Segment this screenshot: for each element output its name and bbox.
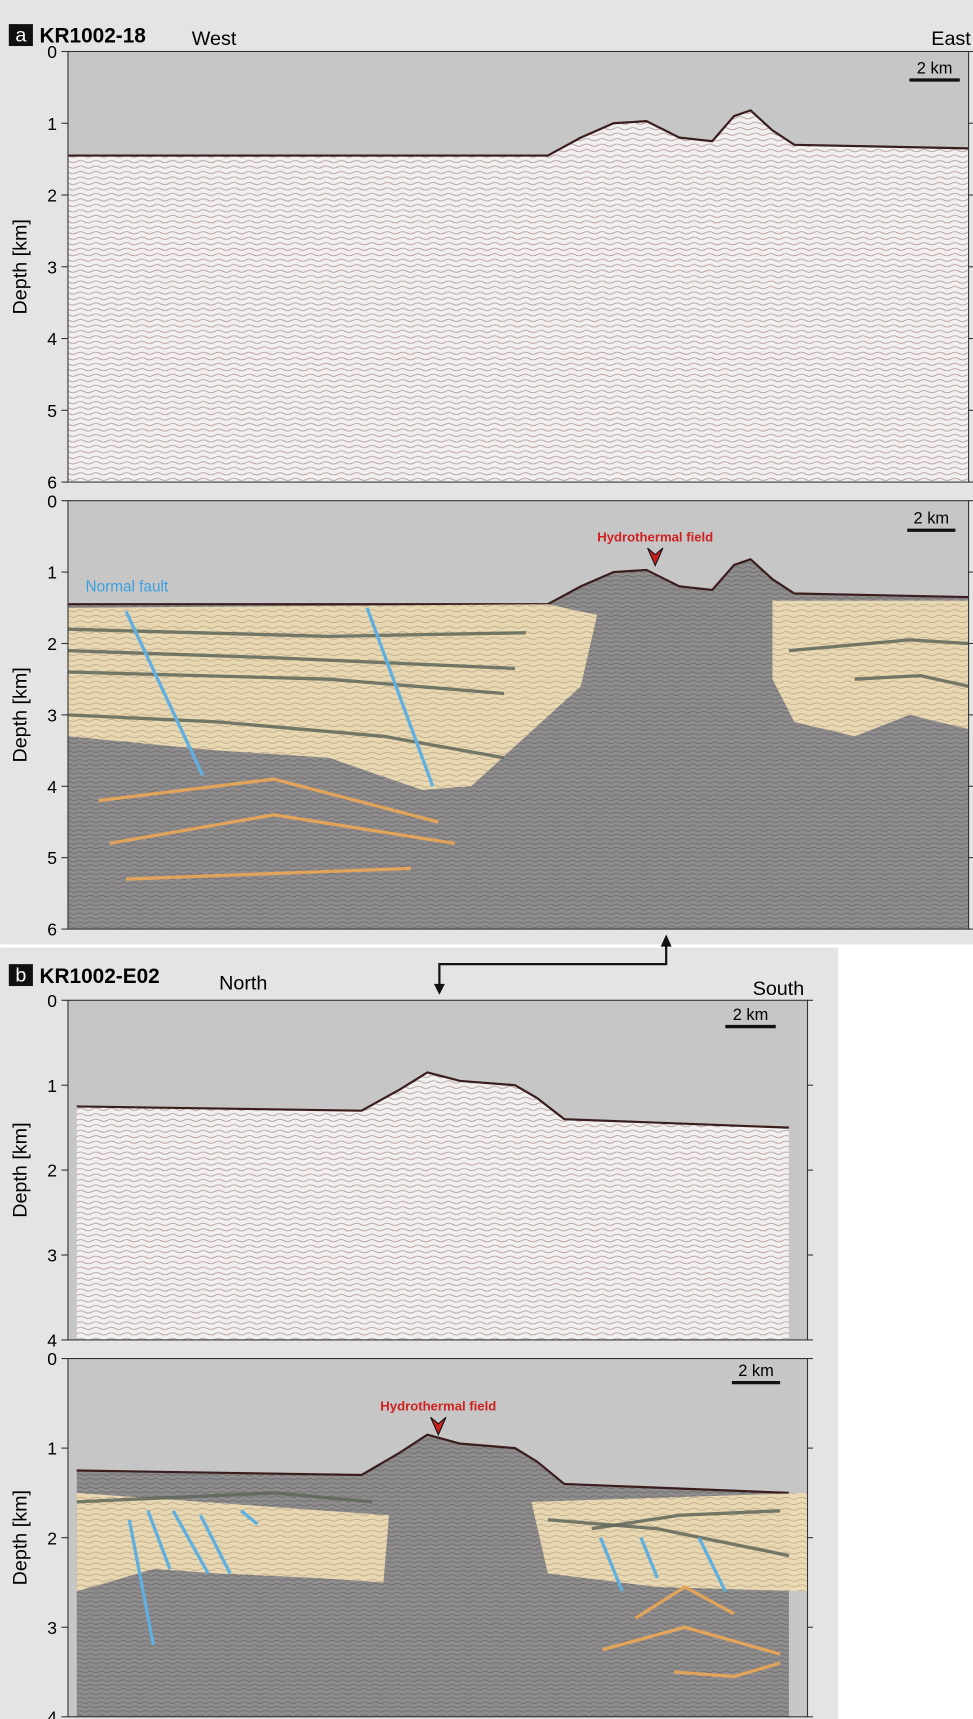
y-tick-label: 3 xyxy=(47,257,57,277)
scale-bar-label: 2 km xyxy=(914,510,950,528)
line-name: KR1002-E02 xyxy=(39,965,159,988)
direction-right: South xyxy=(753,978,805,1000)
hydrothermal-label: Hydrothermal field xyxy=(597,529,713,544)
y-tick-label: 0 xyxy=(47,991,57,1011)
page: {"panel_a": {"letter": "a", "line_name":… xyxy=(0,0,973,1719)
y-tick-label: 4 xyxy=(47,777,57,797)
direction-left: North xyxy=(219,972,267,994)
y-tick-label: 1 xyxy=(47,114,57,134)
y-tick-label: 4 xyxy=(47,329,57,349)
y-tick-label: 6 xyxy=(47,920,57,940)
y-tick-label: 4 xyxy=(47,1707,57,1719)
direction-right: East xyxy=(931,28,971,50)
y-tick-label: 0 xyxy=(47,1349,57,1369)
scale-bar-label: 2 km xyxy=(917,59,953,77)
y-tick-label: 0 xyxy=(47,42,57,62)
seismic-section xyxy=(68,110,969,482)
y-tick-label: 3 xyxy=(47,705,57,725)
y-axis-label: Depth [km] xyxy=(9,1122,31,1217)
y-tick-label: 1 xyxy=(47,563,57,583)
y-axis-label: Depth [km] xyxy=(9,667,31,762)
y-tick-label: 2 xyxy=(47,634,57,654)
y-tick-label: 2 xyxy=(47,1528,57,1548)
panel-letter: b xyxy=(15,965,26,987)
y-axis-label: Depth [km] xyxy=(9,219,31,314)
figure: a KR1002-18 West East b KR1002-E02 North… xyxy=(0,0,973,1719)
y-tick-label: 2 xyxy=(47,1161,57,1181)
y-tick-label: 2 xyxy=(47,186,57,206)
y-tick-label: 5 xyxy=(47,401,57,421)
fault-label: Normal fault xyxy=(86,579,169,596)
y-tick-label: 0 xyxy=(47,491,57,511)
y-tick-label: 4 xyxy=(47,1330,57,1350)
y-tick-label: 1 xyxy=(47,1076,57,1096)
scale-bar-label: 2 km xyxy=(733,1006,769,1024)
direction-left: West xyxy=(192,28,237,50)
scale-bar-label: 2 km xyxy=(738,1362,774,1380)
y-tick-label: 6 xyxy=(47,473,57,493)
sediment-zone xyxy=(772,601,968,737)
panel-letter: a xyxy=(15,25,26,47)
y-axis-label: Depth [km] xyxy=(9,1490,31,1585)
y-tick-label: 3 xyxy=(47,1246,57,1266)
y-tick-label: 3 xyxy=(47,1618,57,1638)
y-tick-label: 1 xyxy=(47,1439,57,1459)
y-tick-label: 5 xyxy=(47,848,57,868)
hydrothermal-label: Hydrothermal field xyxy=(380,1399,496,1414)
